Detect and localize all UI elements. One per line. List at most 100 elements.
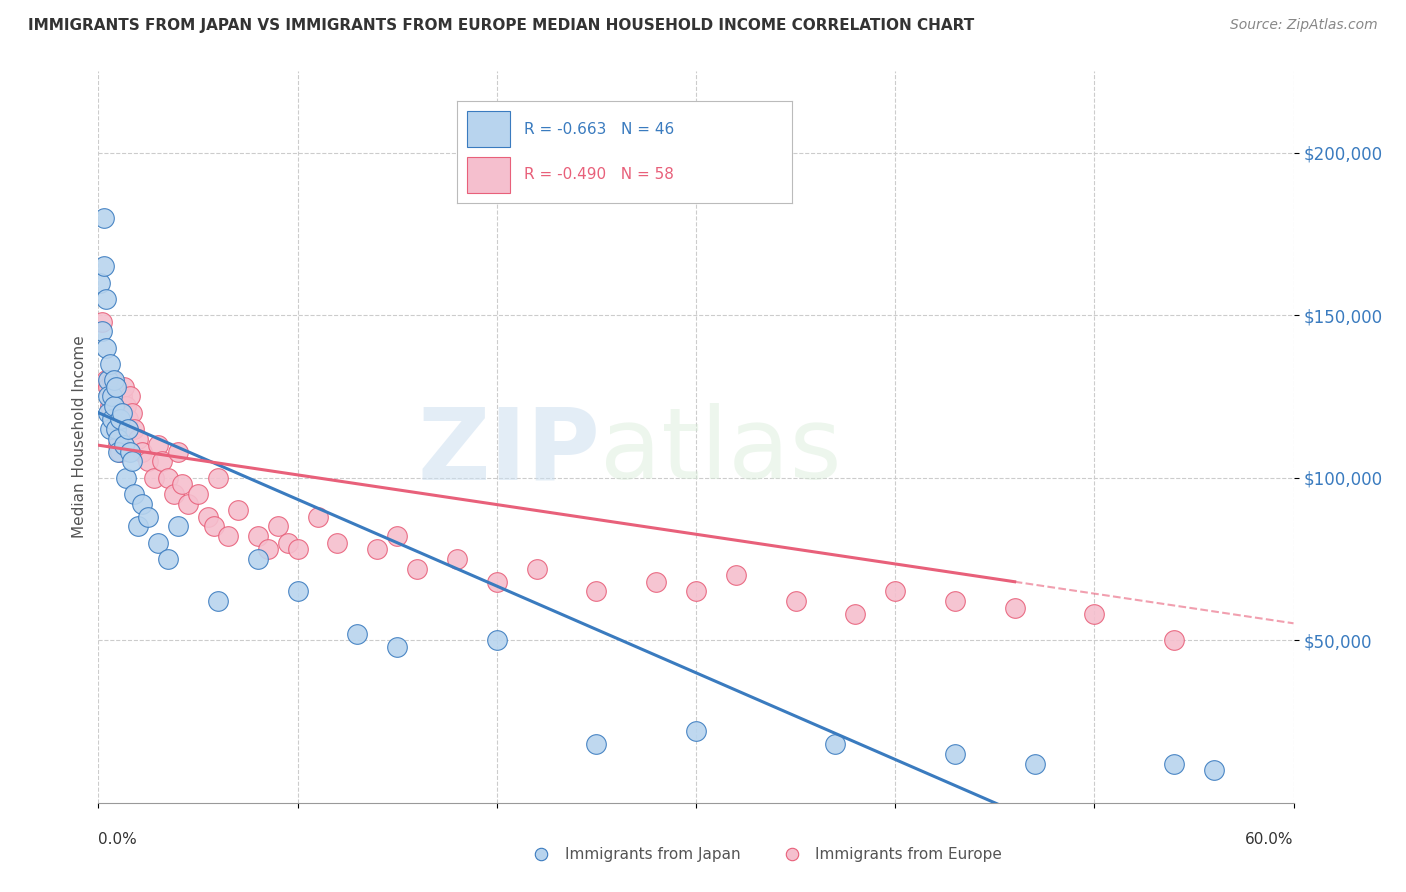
Point [117, 422, 139, 436]
Point [167, 519, 190, 533]
Point [724, 568, 747, 582]
Point [124, 422, 146, 436]
Point [101, 373, 124, 387]
Point [246, 552, 269, 566]
Point [326, 535, 349, 549]
Point [1004, 600, 1026, 615]
Point [131, 497, 153, 511]
Point [150, 454, 173, 468]
Point [585, 737, 607, 751]
Point [103, 389, 125, 403]
Text: IMMIGRANTS FROM JAPAN VS IMMIGRANTS FROM EUROPE MEDIAN HOUSEHOLD INCOME CORRELAT: IMMIGRANTS FROM JAPAN VS IMMIGRANTS FROM… [28, 18, 974, 33]
Point [385, 529, 409, 543]
Text: Source: ZipAtlas.com: Source: ZipAtlas.com [1230, 18, 1378, 32]
Text: atlas: atlas [600, 403, 842, 500]
Point [943, 747, 966, 761]
Point [103, 373, 125, 387]
Point [287, 584, 309, 599]
Point [103, 412, 125, 426]
Point [97, 380, 120, 394]
Point [1024, 756, 1046, 771]
Point [127, 519, 149, 533]
Point [101, 412, 124, 426]
Point [226, 503, 249, 517]
Point [1163, 633, 1185, 648]
Point [485, 574, 508, 589]
Point [136, 509, 159, 524]
Point [107, 444, 129, 458]
Point [207, 471, 229, 485]
Point [163, 487, 186, 501]
Point [91, 315, 114, 329]
Point [307, 509, 329, 524]
Point [93, 211, 115, 225]
Point [115, 399, 138, 413]
Point [943, 594, 966, 608]
Point [217, 529, 239, 543]
Point [267, 519, 290, 533]
Text: Immigrants from Europe: Immigrants from Europe [815, 847, 1002, 862]
Text: 60.0%: 60.0% [1246, 832, 1294, 847]
Point [207, 594, 229, 608]
Point [120, 444, 142, 458]
Point [346, 626, 368, 640]
Point [645, 574, 668, 589]
Point [136, 454, 159, 468]
Point [785, 594, 807, 608]
Point [121, 454, 143, 468]
Point [112, 380, 135, 394]
Point [124, 487, 146, 501]
Point [96, 341, 118, 355]
Point [406, 562, 429, 576]
Point [93, 260, 115, 274]
Point [256, 542, 278, 557]
Point [112, 438, 135, 452]
Point [91, 325, 114, 339]
Point [824, 737, 846, 751]
Point [89, 276, 111, 290]
Point [111, 406, 134, 420]
Point [685, 724, 707, 739]
Point [115, 471, 138, 485]
Point [127, 432, 149, 446]
Point [157, 552, 180, 566]
Point [105, 380, 128, 394]
Point [96, 292, 118, 306]
Point [1202, 764, 1225, 778]
Point [97, 389, 120, 403]
Point [187, 487, 209, 501]
Y-axis label: Median Household Income: Median Household Income [72, 335, 87, 539]
Point [103, 399, 125, 413]
Point [526, 562, 548, 576]
Point [844, 607, 866, 622]
Point [446, 552, 468, 566]
Point [202, 519, 225, 533]
Point [177, 497, 200, 511]
Text: ZIP: ZIP [418, 403, 600, 500]
Point [111, 389, 134, 403]
Point [246, 529, 269, 543]
Point [131, 444, 153, 458]
Point [884, 584, 907, 599]
Point [143, 471, 166, 485]
Point [120, 389, 142, 403]
Point [148, 535, 170, 549]
Point [110, 412, 132, 426]
Point [585, 584, 607, 599]
Point [485, 633, 508, 648]
Point [121, 406, 143, 420]
Point [287, 542, 309, 557]
Point [277, 535, 299, 549]
Point [1083, 607, 1105, 622]
Text: 0.0%: 0.0% [98, 832, 138, 847]
Point [117, 412, 139, 426]
Point [96, 373, 118, 387]
Point [1163, 756, 1185, 771]
Point [105, 422, 128, 436]
Point [107, 432, 129, 446]
Point [101, 389, 124, 403]
Point [98, 399, 122, 413]
Point [197, 509, 219, 524]
Point [98, 357, 122, 371]
Point [824, 796, 846, 810]
